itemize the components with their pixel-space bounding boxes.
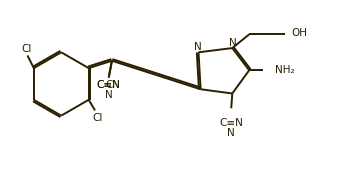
Text: N: N	[227, 128, 235, 138]
Text: C≡N: C≡N	[219, 118, 243, 128]
Text: OH: OH	[292, 28, 307, 38]
Text: N: N	[194, 42, 201, 52]
Text: C≡N: C≡N	[97, 80, 121, 90]
Text: C≡N: C≡N	[97, 80, 121, 90]
Text: N: N	[229, 38, 237, 48]
Text: Cl: Cl	[92, 113, 102, 123]
Text: N: N	[105, 90, 113, 100]
Text: NH₂: NH₂	[275, 65, 294, 75]
Text: Cl: Cl	[21, 44, 32, 54]
Text: C: C	[105, 80, 112, 90]
